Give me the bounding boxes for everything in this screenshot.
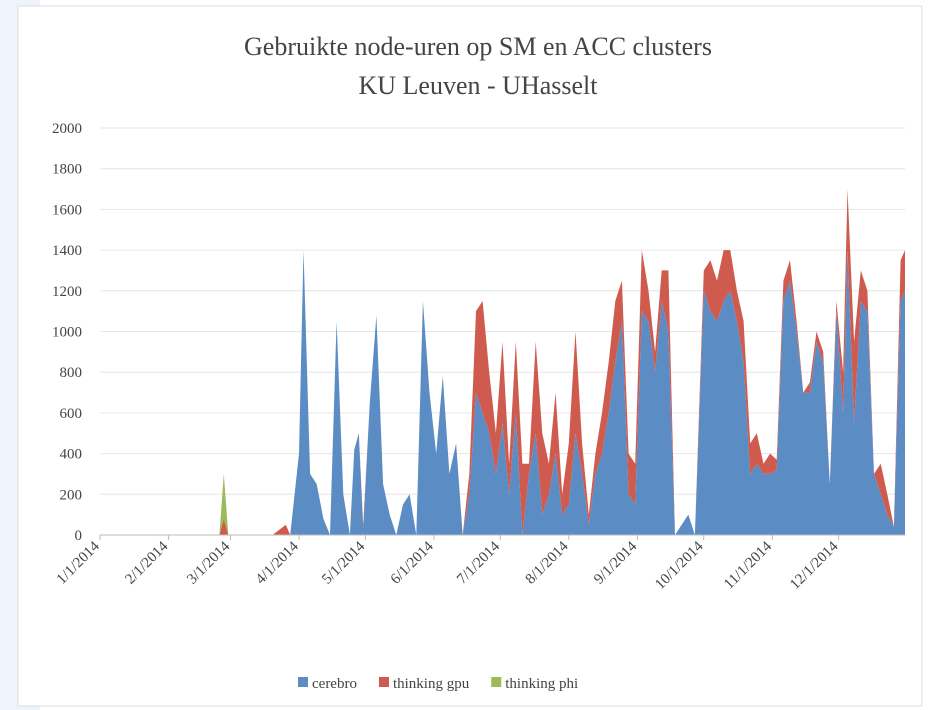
y-tick-label: 2000 (52, 121, 82, 137)
y-tick-label: 200 (60, 487, 83, 503)
area (100, 189, 905, 535)
chart-subtitle: KU Leuven - UHasselt (359, 71, 599, 100)
chart-title: Gebruikte node-uren op SM en ACC cluster… (244, 32, 712, 61)
y-tick-label: 0 (75, 528, 83, 544)
y-tick-label: 1800 (52, 162, 82, 178)
y-tick-label: 1400 (52, 243, 82, 259)
area (100, 250, 905, 535)
chart-frame (17, 5, 923, 707)
y-tick-label: 1600 (52, 202, 82, 218)
y-tick-label: 1000 (52, 325, 82, 341)
y-tick-label: 1200 (52, 284, 82, 300)
legend-swatch (378, 677, 389, 687)
legend-swatch (491, 677, 502, 687)
y-tick-label: 600 (60, 406, 83, 422)
legend-label: thinking phi (505, 676, 578, 692)
legend-label: thinking gpu (393, 676, 470, 692)
y-tick-label: 400 (60, 447, 83, 463)
y-tick-label: 800 (60, 365, 83, 381)
legend-swatch (298, 677, 308, 687)
legend-label: cerebro (312, 676, 357, 692)
